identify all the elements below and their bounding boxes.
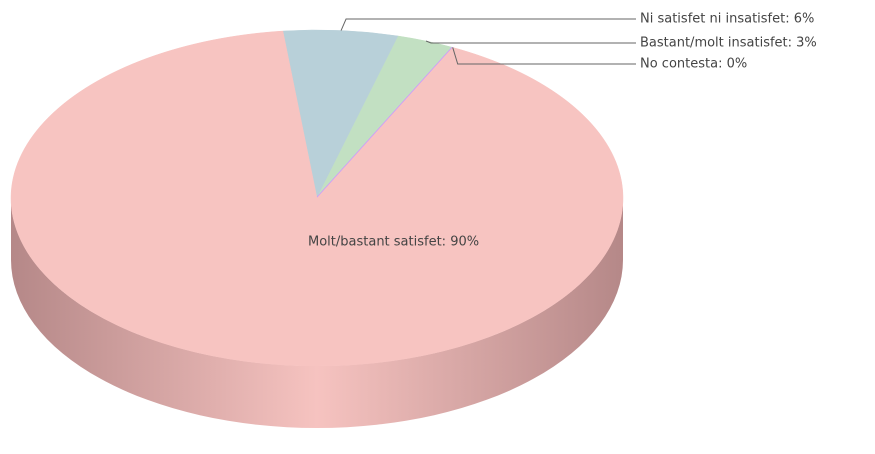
slice-label: Molt/bastant satisfet: 90% <box>308 235 479 250</box>
slice-label: Bastant/molt insatisfet: 3% <box>640 36 817 51</box>
leader-line <box>425 40 636 44</box>
pie-slice <box>10 30 624 367</box>
pie <box>10 29 624 428</box>
slice-label: Ni satisfet ni insatisfet: 6% <box>640 12 814 27</box>
leader-line <box>340 18 636 31</box>
pie-side <box>11 198 623 428</box>
slice-label: No contesta: 0% <box>640 57 747 72</box>
leader-line <box>452 47 636 65</box>
